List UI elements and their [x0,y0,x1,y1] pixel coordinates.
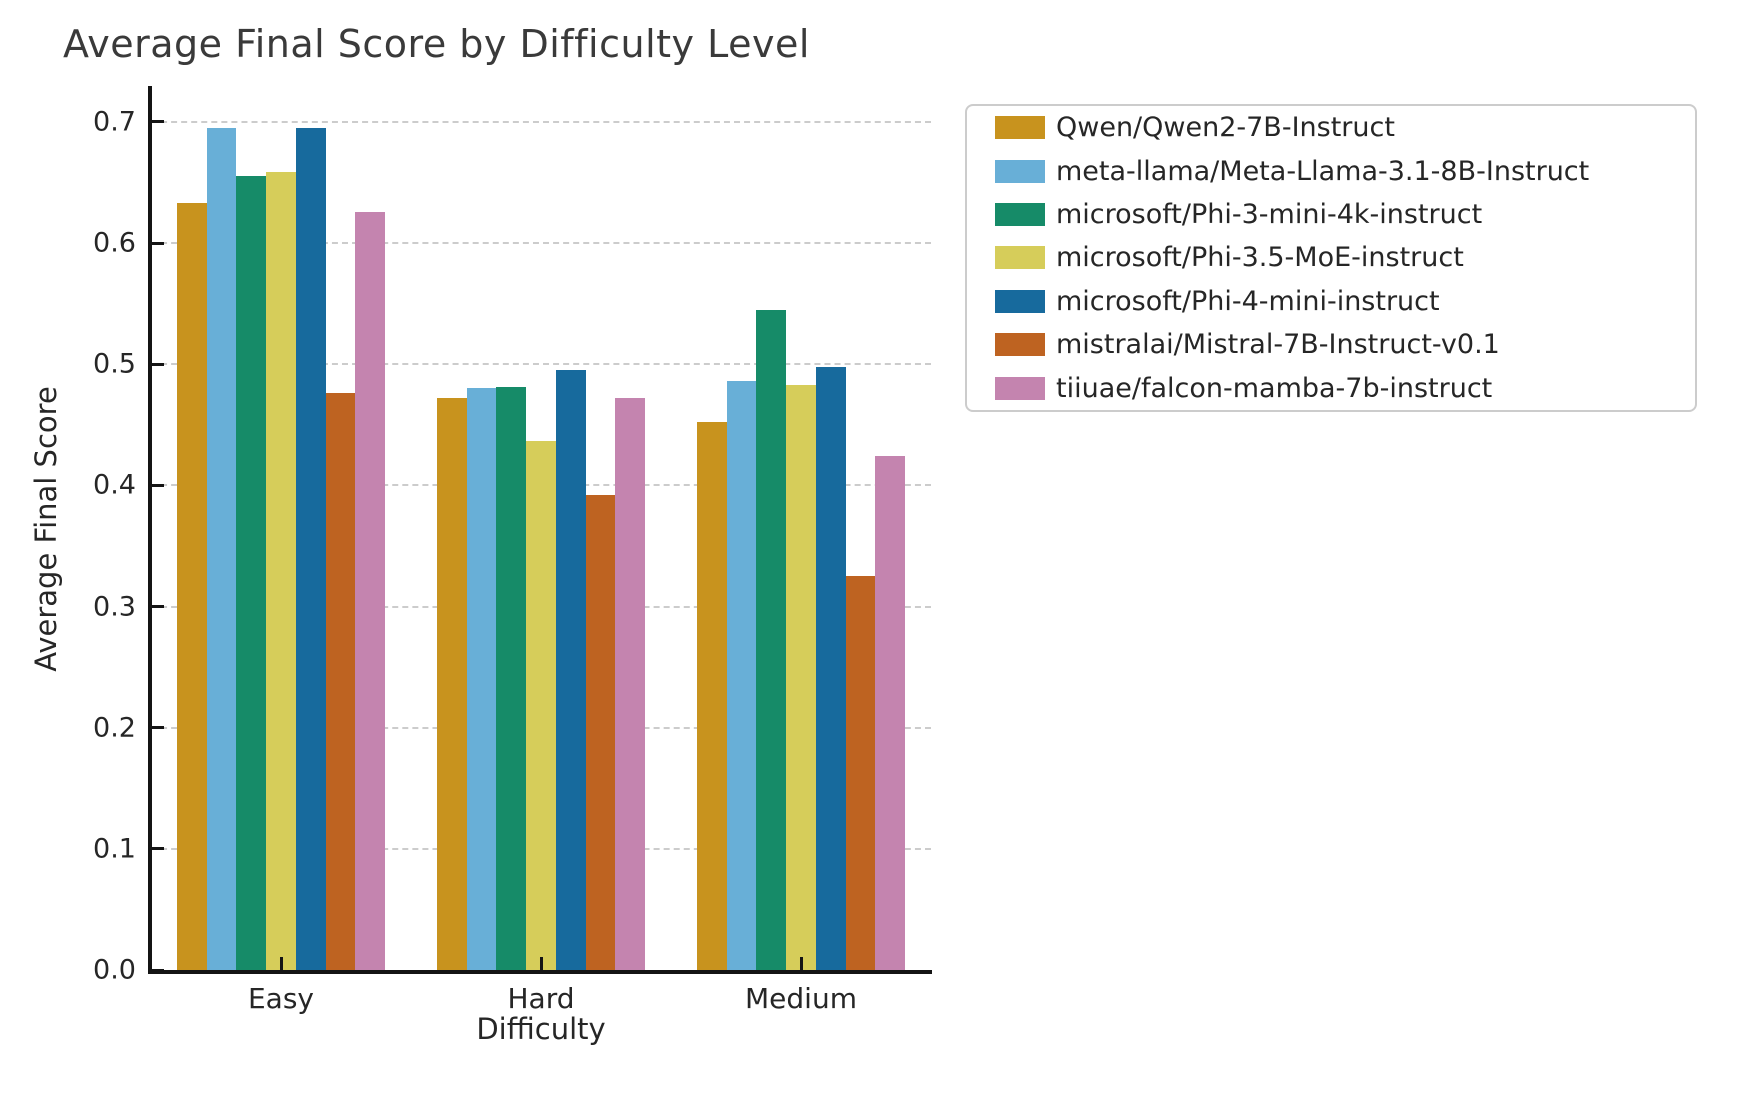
x-tick-label-medium: Medium [745,982,857,1015]
bar-easy-series-4 [295,127,326,970]
bar-hard-series-4 [555,370,586,970]
bar-medium-series-1 [726,381,757,970]
gridline [151,242,931,245]
bar-hard-series-2 [496,387,527,970]
y-tick-label: 0.1 [93,833,136,865]
legend-item-4: microsoft/Phi-4-mini-instruct [967,280,1695,323]
y-tick-label: 0.4 [93,469,136,501]
chart-title: Average Final Score by Difficulty Level [63,22,810,66]
y-axis-spine [148,86,152,974]
x-tick-label-easy: Easy [247,982,315,1015]
bar-easy-series-3 [266,171,296,970]
legend-swatch-icon [995,203,1045,227]
legend-swatch-icon [995,289,1045,313]
bar-easy-series-0 [177,203,207,970]
gridline [151,363,931,366]
x-tick-mark [539,957,543,970]
bar-easy-series-6 [355,211,385,970]
x-tick-mark [799,957,803,970]
bar-medium-series-6 [875,456,905,970]
legend-item-0: Qwen/Qwen2-7B-Instruct [967,106,1695,149]
y-axis-label: Average Final Score [29,386,63,672]
bar-hard-series-3 [526,440,556,970]
y-tick-label: 0.0 [93,954,136,986]
legend-label: Qwen/Qwen2-7B-Instruct [1056,112,1395,144]
y-tick-label: 0.3 [93,591,136,623]
bar-medium-series-0 [697,422,727,970]
legend-label: meta-llama/Meta-Llama-3.1-8B-Instruct [1056,155,1590,187]
x-tick-mark [279,957,283,970]
bar-easy-series-2 [236,176,267,970]
legend-swatch-icon [995,116,1045,140]
y-tick-mark [151,726,164,730]
legend-item-6: tiiuae/falcon-mamba-7b-instruct [967,367,1695,410]
x-axis-label: Difficulty [476,1012,606,1046]
bar-medium-series-4 [815,366,846,970]
legend-swatch-icon [995,376,1045,400]
y-tick-mark [151,483,164,487]
legend-label: mistralai/Mistral-7B-Instruct-v0.1 [1056,329,1500,361]
gridline [151,120,931,123]
bar-medium-series-3 [786,384,816,970]
y-tick-mark [151,847,164,851]
y-tick-label: 0.2 [93,712,136,744]
legend-label: tiiuae/falcon-mamba-7b-instruct [1056,372,1493,404]
bar-easy-series-5 [325,393,356,970]
y-tick-mark [151,362,164,366]
x-tick-label-hard: Hard [507,982,575,1015]
y-tick-label: 0.7 [93,106,136,138]
bar-hard-series-6 [615,398,645,970]
x-axis-spine [148,970,932,974]
legend-item-2: microsoft/Phi-3-mini-4k-instruct [967,193,1695,236]
legend-label: microsoft/Phi-3.5-MoE-instruct [1056,242,1464,274]
legend-swatch-icon [995,333,1045,357]
legend-label: microsoft/Phi-3-mini-4k-instruct [1056,199,1483,231]
bar-easy-series-1 [206,127,237,970]
y-tick-mark [151,605,164,609]
bar-hard-series-1 [466,388,497,970]
legend-item-5: mistralai/Mistral-7B-Instruct-v0.1 [967,323,1695,366]
y-tick-label: 0.5 [93,348,136,380]
bar-medium-series-5 [845,576,876,970]
bar-hard-series-0 [437,398,467,970]
legend-item-3: microsoft/Phi-3.5-MoE-instruct [967,236,1695,279]
y-tick-label: 0.6 [93,227,136,259]
y-tick-mark [151,241,164,245]
bar-medium-series-2 [756,309,787,970]
legend-swatch-icon [995,246,1045,270]
y-tick-mark [151,120,164,124]
bar-hard-series-5 [585,495,616,970]
legend: Qwen/Qwen2-7B-Instruct meta-llama/Meta-Ll… [965,104,1697,412]
legend-item-1: meta-llama/Meta-Llama-3.1-8B-Instruct [967,149,1695,192]
legend-swatch-icon [995,159,1045,183]
legend-label: microsoft/Phi-4-mini-instruct [1056,285,1440,317]
